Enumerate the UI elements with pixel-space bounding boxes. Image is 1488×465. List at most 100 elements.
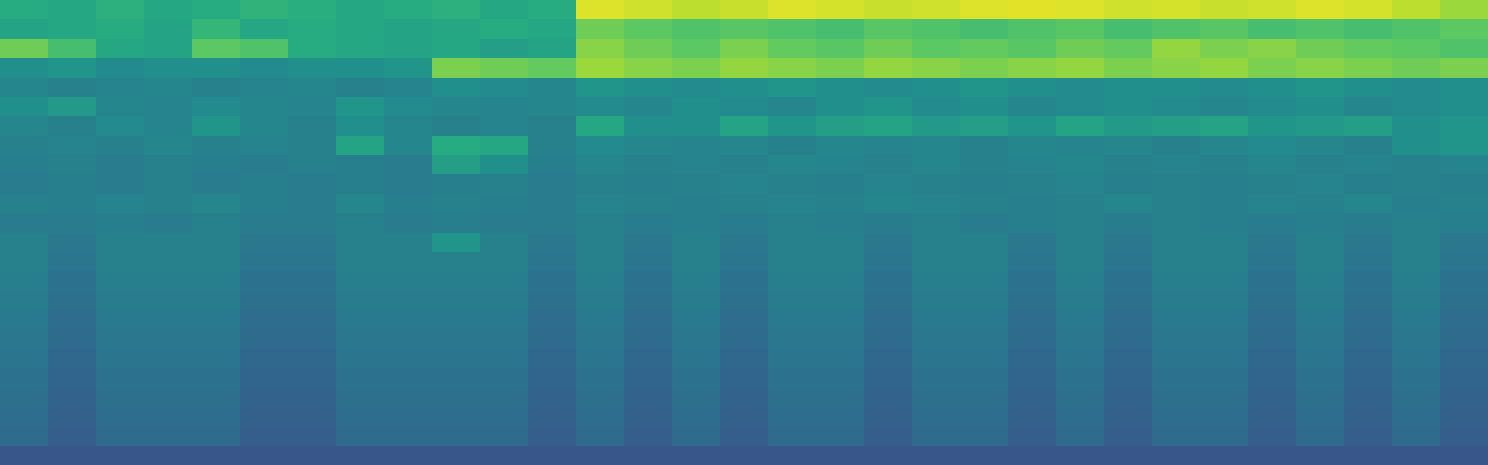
cell	[1104, 407, 1152, 426]
cell	[960, 58, 1008, 78]
cell	[1392, 446, 1440, 465]
cell	[240, 310, 288, 329]
cell	[864, 155, 912, 174]
cell	[1248, 116, 1296, 136]
cell	[672, 388, 720, 407]
cell	[672, 174, 720, 194]
cell	[432, 58, 480, 78]
cell	[624, 349, 672, 368]
cell	[1104, 136, 1152, 155]
cell	[192, 78, 240, 97]
cell	[1296, 97, 1344, 116]
cell	[1440, 213, 1488, 233]
cell	[1200, 0, 1248, 19]
cell	[768, 426, 816, 446]
cell	[912, 155, 960, 174]
cell	[1008, 271, 1056, 291]
cell	[480, 213, 528, 233]
cell	[384, 349, 432, 368]
cell	[1296, 174, 1344, 194]
cell	[48, 116, 96, 136]
cell	[1008, 388, 1056, 407]
cell	[288, 194, 336, 213]
cell	[48, 310, 96, 329]
cell	[1344, 368, 1392, 388]
cell	[1008, 329, 1056, 349]
cell	[1056, 252, 1104, 271]
cell	[672, 39, 720, 58]
cell	[672, 194, 720, 213]
cell	[1152, 446, 1200, 465]
cell	[192, 291, 240, 310]
cell	[96, 116, 144, 136]
cell	[240, 174, 288, 194]
cell	[1296, 329, 1344, 349]
cell	[720, 174, 768, 194]
cell	[1200, 58, 1248, 78]
cell	[288, 233, 336, 252]
cell	[624, 194, 672, 213]
cell	[624, 388, 672, 407]
cell	[912, 291, 960, 310]
cell	[1296, 426, 1344, 446]
cell	[720, 426, 768, 446]
cell	[384, 136, 432, 155]
cell	[384, 271, 432, 291]
cell	[528, 116, 576, 136]
cell	[624, 233, 672, 252]
cell	[432, 446, 480, 465]
cell	[144, 155, 192, 174]
cell	[720, 58, 768, 78]
cell	[528, 19, 576, 39]
cell	[816, 349, 864, 368]
cell	[144, 446, 192, 465]
cell	[1440, 368, 1488, 388]
cell	[48, 19, 96, 39]
cell	[480, 291, 528, 310]
cell	[1344, 252, 1392, 271]
cell	[0, 58, 48, 78]
cell	[1008, 349, 1056, 368]
cell	[1392, 19, 1440, 39]
cell	[1152, 407, 1200, 426]
cell	[1056, 349, 1104, 368]
cell	[96, 19, 144, 39]
cell	[288, 213, 336, 233]
cell	[480, 271, 528, 291]
cell	[912, 194, 960, 213]
cell	[816, 388, 864, 407]
cell	[1440, 446, 1488, 465]
cell	[144, 19, 192, 39]
cell	[240, 194, 288, 213]
cell	[528, 291, 576, 310]
cell	[240, 446, 288, 465]
cell	[624, 58, 672, 78]
cell	[0, 97, 48, 116]
cell	[384, 446, 432, 465]
cell	[432, 368, 480, 388]
cell	[672, 0, 720, 19]
cell	[432, 426, 480, 446]
cell	[1296, 291, 1344, 310]
cell	[288, 58, 336, 78]
cell	[864, 426, 912, 446]
cell	[1008, 155, 1056, 174]
cell	[432, 97, 480, 116]
cell	[432, 19, 480, 39]
cell	[480, 19, 528, 39]
cell	[1104, 349, 1152, 368]
cell	[624, 39, 672, 58]
cell	[576, 271, 624, 291]
cell	[1200, 233, 1248, 252]
cell	[720, 116, 768, 136]
cell	[528, 271, 576, 291]
cell	[1056, 136, 1104, 155]
cell	[240, 213, 288, 233]
cell	[864, 19, 912, 39]
cell	[0, 136, 48, 155]
cell	[1392, 310, 1440, 329]
cell	[1296, 213, 1344, 233]
cell	[144, 329, 192, 349]
cell	[48, 233, 96, 252]
cell	[1344, 194, 1392, 213]
